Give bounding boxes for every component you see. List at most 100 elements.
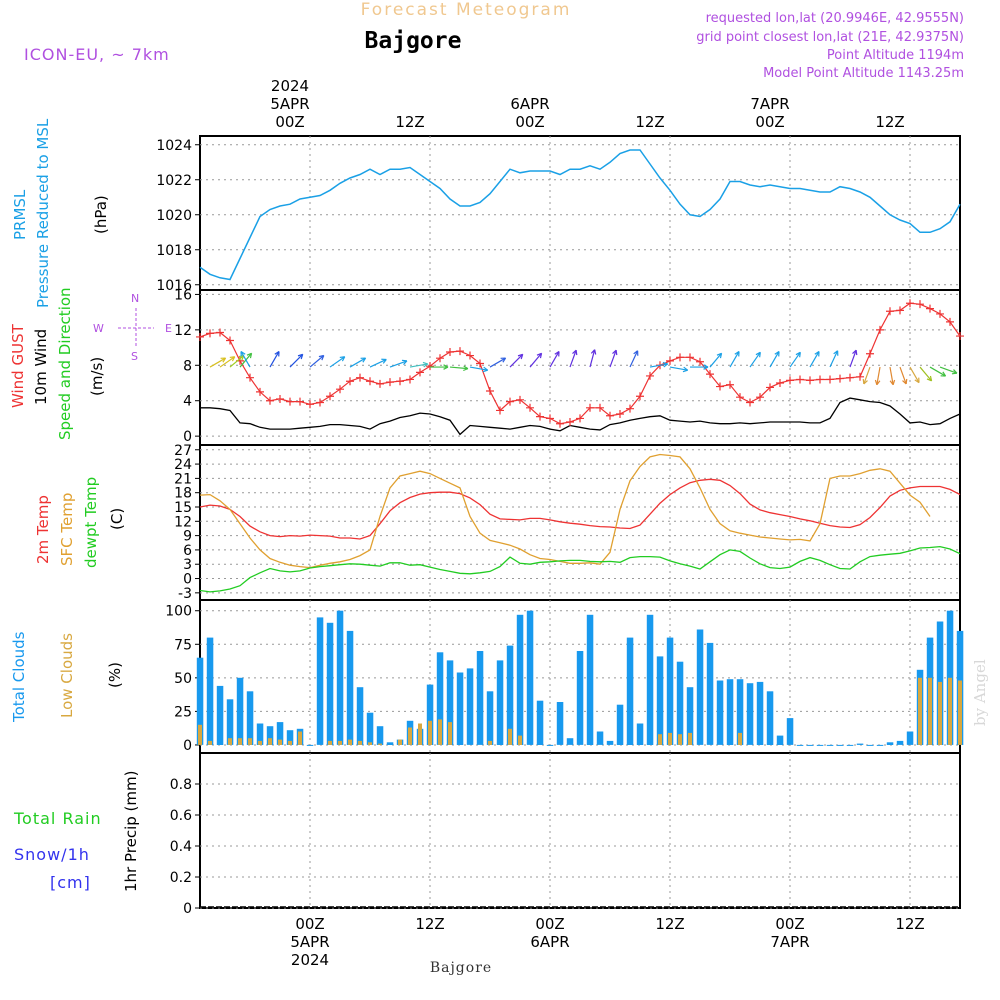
total-cloud-bar bbox=[326, 622, 334, 745]
low-cloud-bar bbox=[938, 681, 942, 745]
time-label: 00Z bbox=[535, 915, 564, 933]
total-cloud-bar bbox=[746, 683, 754, 745]
low-cloud-bar bbox=[288, 740, 292, 745]
wind-arrow-head bbox=[500, 357, 507, 363]
wind-direction-arrow bbox=[409, 363, 428, 368]
gust-marker bbox=[576, 414, 584, 423]
compass-rose: N W E S bbox=[93, 292, 172, 363]
gust-marker bbox=[896, 306, 904, 315]
temperature-labels: 2m Temp SFC Temp dewpt Temp (C) bbox=[34, 477, 126, 568]
gust-marker bbox=[406, 375, 414, 384]
low-cloud-bar bbox=[918, 677, 922, 745]
chart-title: Forecast Meteogram bbox=[361, 0, 572, 20]
wind-arrow-head bbox=[590, 349, 597, 355]
wind-direction-arrow bbox=[369, 358, 387, 368]
gust-marker bbox=[256, 387, 264, 396]
low-cloud-bar bbox=[488, 740, 492, 745]
time-label: 7APR bbox=[770, 933, 809, 951]
total-cloud-bar bbox=[356, 687, 364, 745]
gust-marker bbox=[766, 383, 774, 392]
y-tick-label: 0 bbox=[183, 572, 192, 588]
wind-arrow-head bbox=[951, 369, 958, 375]
wind-unit-label: (m/s) bbox=[88, 357, 106, 396]
precip-labels: Total Rain Snow/1h [cm] 1hr Precip (mm) bbox=[13, 771, 140, 892]
low-cloud-bar bbox=[948, 677, 952, 745]
model-name: ICON-EU, ~ 7km bbox=[24, 45, 170, 64]
total-cloud-bar bbox=[486, 691, 494, 745]
gust-marker bbox=[796, 375, 804, 384]
wind-arrow-head bbox=[443, 364, 449, 370]
wind-direction-arrow bbox=[449, 366, 468, 370]
gust-marker bbox=[956, 332, 964, 341]
wind-direction-arrow bbox=[349, 357, 366, 368]
wind-arrow-head bbox=[246, 352, 253, 359]
station-name: Bajgore bbox=[365, 28, 462, 54]
gust-marker bbox=[196, 332, 204, 341]
gust-marker bbox=[756, 393, 764, 402]
time-label: 12Z bbox=[395, 113, 424, 131]
total-cloud-bar bbox=[686, 687, 694, 745]
wind-direction-arrow bbox=[629, 350, 639, 368]
compass-east: E bbox=[165, 322, 172, 335]
low-cloud-bar bbox=[298, 731, 302, 745]
low-cloud-bar bbox=[738, 732, 742, 745]
y-tick-label: 100 bbox=[165, 604, 192, 620]
pressure-line bbox=[199, 149, 961, 281]
total-cloud-bar bbox=[896, 740, 904, 745]
footer-station: Bajgore bbox=[430, 960, 492, 976]
time-label: 00Z bbox=[275, 113, 304, 131]
wind-arrow-head bbox=[612, 349, 618, 356]
wind-direction-arrow bbox=[569, 349, 577, 368]
wind-direction-arrow bbox=[876, 366, 881, 385]
wind-arrow-head bbox=[814, 350, 820, 357]
wind-arrow-head bbox=[734, 350, 740, 357]
wind-direction-arrow bbox=[939, 366, 958, 374]
model-altitude: Model Point Altitude 1143.25m bbox=[763, 66, 964, 81]
wind-arrow-head bbox=[572, 349, 578, 356]
time-label: 00Z bbox=[755, 113, 784, 131]
wind-arrow-head bbox=[274, 350, 280, 357]
wind-labels: Wind GUST 10m Wind Speed and Direction (… bbox=[9, 287, 172, 440]
total-cloud-bar bbox=[516, 614, 524, 745]
gust-marker bbox=[806, 376, 814, 385]
y-tick-label: 0 bbox=[183, 738, 192, 754]
y-tick-label: 12 bbox=[174, 323, 192, 339]
low-clouds-label: Low Clouds bbox=[58, 633, 76, 718]
total-cloud-bar bbox=[536, 700, 544, 745]
low-cloud-bar bbox=[328, 740, 332, 745]
gust-marker bbox=[666, 356, 674, 365]
total-cloud-bar bbox=[596, 731, 604, 745]
low-cloud-bar bbox=[438, 719, 442, 745]
low-cloud-bar bbox=[518, 735, 522, 745]
total-cloud-bar bbox=[436, 652, 444, 745]
wind-direction-arrow bbox=[269, 351, 280, 368]
low-cloud-bar bbox=[198, 724, 202, 745]
low-cloud-bar bbox=[228, 738, 232, 745]
y-tick-label: 75 bbox=[174, 637, 192, 653]
wind-direction-arrow bbox=[589, 349, 596, 368]
total-cloud-bar bbox=[666, 637, 674, 745]
wind-arrow-head bbox=[517, 353, 524, 360]
cloud-unit-label: (%) bbox=[106, 662, 124, 688]
total-cloud-bar bbox=[706, 642, 714, 745]
gust-marker bbox=[746, 398, 754, 407]
wind-direction-arrow bbox=[769, 351, 780, 368]
gust-marker bbox=[466, 351, 474, 360]
total-cloud-bar bbox=[626, 637, 634, 745]
gust-marker bbox=[846, 373, 854, 382]
pressure-labels: PRMSL Pressure Reduced to MSL (hPa) bbox=[11, 118, 110, 308]
precip-unit-label: 1hr Precip (mm) bbox=[122, 771, 140, 892]
gust-marker bbox=[686, 353, 694, 362]
low-cloud-bar bbox=[348, 739, 352, 745]
time-label: 5APR bbox=[270, 95, 309, 113]
total-cloud-bar bbox=[376, 726, 384, 745]
gust-marker bbox=[626, 404, 634, 413]
time-label: 2024 bbox=[291, 951, 329, 969]
panel-frame bbox=[199, 752, 961, 909]
y-tick-label: 21 bbox=[174, 471, 192, 487]
time-label: 12Z bbox=[875, 113, 904, 131]
wind-direction-arrow bbox=[609, 349, 617, 368]
wind-arrow-head bbox=[229, 356, 236, 362]
gust-marker bbox=[676, 353, 684, 362]
wind-direction-arrow bbox=[749, 351, 761, 368]
